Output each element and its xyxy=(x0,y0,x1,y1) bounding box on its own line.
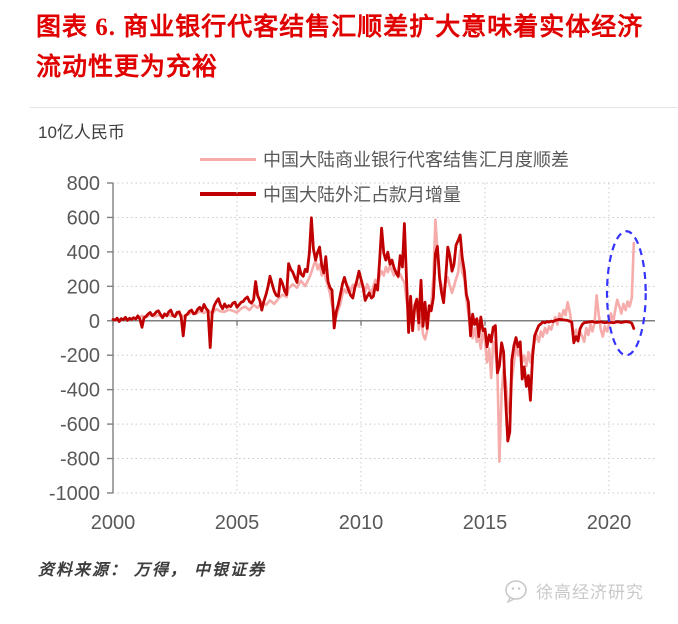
y-tick-label: 200 xyxy=(67,276,100,298)
y-tick-label: 800 xyxy=(67,173,100,195)
x-tick-label: 2010 xyxy=(339,512,384,534)
y-tick-label: -400 xyxy=(60,380,100,402)
x-tick-label: 2005 xyxy=(215,512,260,534)
legend-item-fx-position: 中国大陆外汇占款月增量 xyxy=(200,183,461,205)
legend-swatch-pink xyxy=(200,157,256,161)
axis-unit-label: 10亿人民币 xyxy=(38,123,125,142)
legend-item-settlement-surplus: 中国大陆商业银行代客结售汇月度顺差 xyxy=(200,148,569,170)
highlight-ellipse xyxy=(605,230,647,357)
y-tick-label: 600 xyxy=(67,207,100,229)
y-tick-label: -200 xyxy=(60,345,100,367)
y-tick-label: -600 xyxy=(60,414,100,436)
y-tick-label: -1000 xyxy=(49,483,100,505)
figure-title: 图表 6. 商业银行代客结售汇顺差扩大意味着实体经济流动性更为充裕 xyxy=(36,14,644,81)
watermark-logo-icon xyxy=(505,579,527,603)
x-tick-label: 2015 xyxy=(463,512,508,534)
legend-label: 中国大陆商业银行代客结售汇月度顺差 xyxy=(263,150,569,170)
legend-label: 中国大陆外汇占款月增量 xyxy=(263,185,461,205)
watermark-text: 徐高经济研究 xyxy=(536,583,644,602)
title-divider xyxy=(30,107,678,108)
x-tick-label: 2000 xyxy=(91,512,136,534)
y-tick-label: 0 xyxy=(89,311,100,333)
source-note: 资料来源： 万得， 中银证券 xyxy=(38,562,267,579)
watermark: 徐高经济研究 xyxy=(504,578,644,603)
y-tick-label: 400 xyxy=(67,242,100,264)
y-tick-label: -800 xyxy=(60,449,100,471)
legend-swatch-darkred xyxy=(200,192,256,196)
series-line-1 xyxy=(111,216,636,443)
x-tick-label: 2020 xyxy=(587,512,632,534)
